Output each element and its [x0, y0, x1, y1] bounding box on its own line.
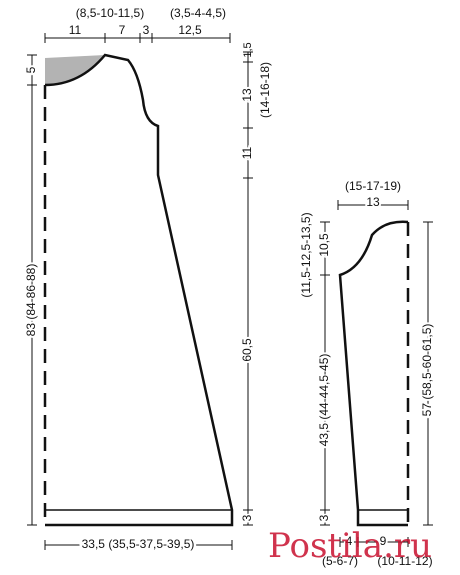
top-sizes: (8,5-10-11,5) — [76, 6, 144, 20]
body-dimension-lines — [27, 33, 253, 550]
width-label: 33,5 (35,5-37,5-39,5) — [82, 537, 195, 551]
neck-area — [45, 55, 105, 85]
height-label: 5 — [24, 66, 38, 73]
height-label: 10,5 — [317, 233, 331, 257]
body-outline — [44, 53, 234, 527]
sleeve-dimension-lines — [320, 200, 433, 547]
height-label: 3 — [317, 514, 331, 521]
width-sizes: (10-11-12) — [377, 554, 432, 568]
height-label: 60,5 — [240, 338, 254, 362]
height-sizes: (14-16-18) — [258, 62, 272, 118]
height-label: 3 — [240, 514, 254, 521]
height-label: 13 — [240, 88, 254, 102]
watermark: Postila.ru — [268, 526, 432, 566]
height-label: 57 (58,5-60-61,5) — [420, 324, 434, 417]
top-sizes: (3,5-4-4,5) — [170, 6, 226, 20]
width-label: 7 — [119, 23, 126, 37]
width-label: 3 — [143, 23, 150, 37]
width-label: 11 — [69, 23, 82, 37]
width-label: 9 — [380, 534, 387, 548]
height-label: 1,5 — [242, 42, 254, 57]
height-sizes: (11,5-12,5-13,5) — [299, 212, 313, 297]
width-label: 13 — [366, 195, 380, 209]
height-label: 83 (84-86-88) — [24, 264, 38, 337]
sleeve-outline — [338, 220, 409, 527]
width-label: 12,5 — [178, 23, 202, 37]
width-label: 4 — [346, 534, 353, 548]
height-label: 43,5 (44-44,5-45) — [317, 354, 331, 447]
top-sizes: (15-17-19) — [345, 179, 401, 193]
height-label: 11 — [240, 146, 254, 159]
width-sizes: (5-6-7) — [322, 554, 358, 568]
